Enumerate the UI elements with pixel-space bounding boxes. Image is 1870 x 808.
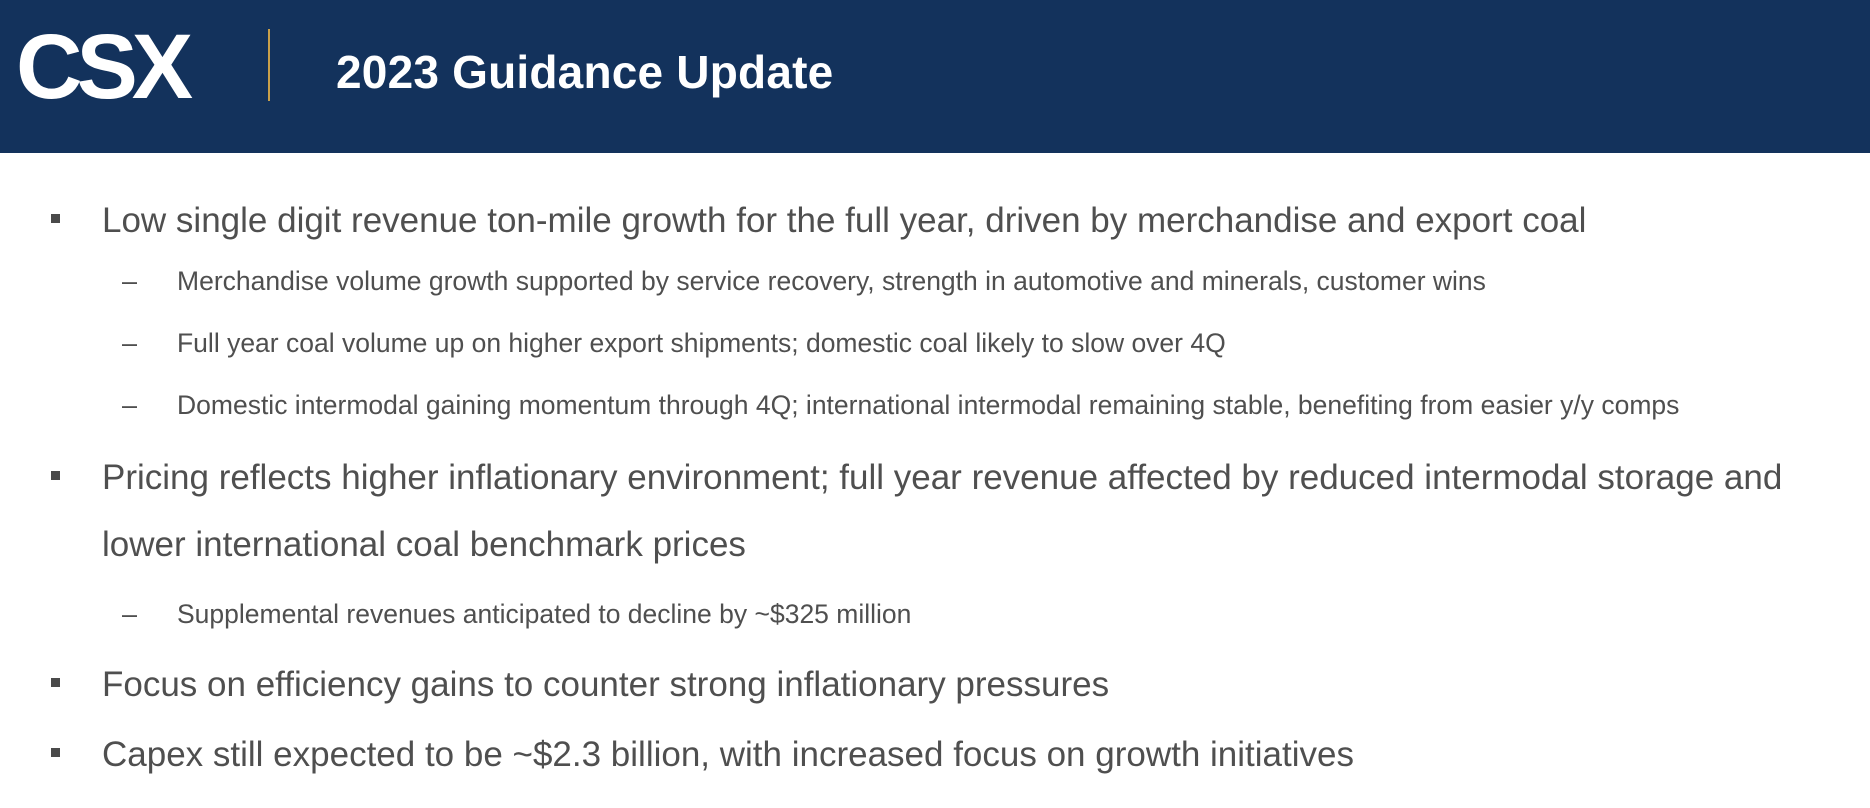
dash-icon: – (122, 390, 138, 420)
sub-bullet-text: Full year coal volume up on higher expor… (177, 328, 1226, 358)
dash-icon: – (122, 328, 138, 358)
csx-logo: CSX (16, 26, 212, 106)
csx-logo-text: CSX (16, 26, 193, 106)
square-bullet-icon (51, 678, 60, 687)
bullet-text: Low single digit revenue ton-mile growth… (102, 201, 1587, 240)
bullet-text: Focus on efficiency gains to counter str… (102, 665, 1110, 704)
square-bullet-icon (51, 214, 60, 223)
bullet-text: Pricing reflects higher inflationary env… (102, 458, 1783, 564)
dash-icon: – (122, 266, 138, 296)
square-bullet-icon (51, 748, 60, 757)
square-bullet-icon (51, 471, 60, 480)
page-title: 2023 Guidance Update (336, 46, 834, 98)
sub-bullet-text: Domestic intermodal gaining momentum thr… (177, 390, 1680, 420)
slide-content: Low single digit revenue ton-mile growth… (0, 153, 1870, 808)
sub-bullet-text: Supplemental revenues anticipated to dec… (177, 599, 912, 629)
slide-header: CSX 2023 Guidance Update (0, 0, 1870, 153)
header-divider (268, 29, 270, 101)
bullet-text: Capex still expected to be ~$2.3 billion… (102, 735, 1354, 774)
dash-icon: – (122, 599, 138, 629)
sub-bullet-text: Merchandise volume growth supported by s… (177, 266, 1486, 296)
